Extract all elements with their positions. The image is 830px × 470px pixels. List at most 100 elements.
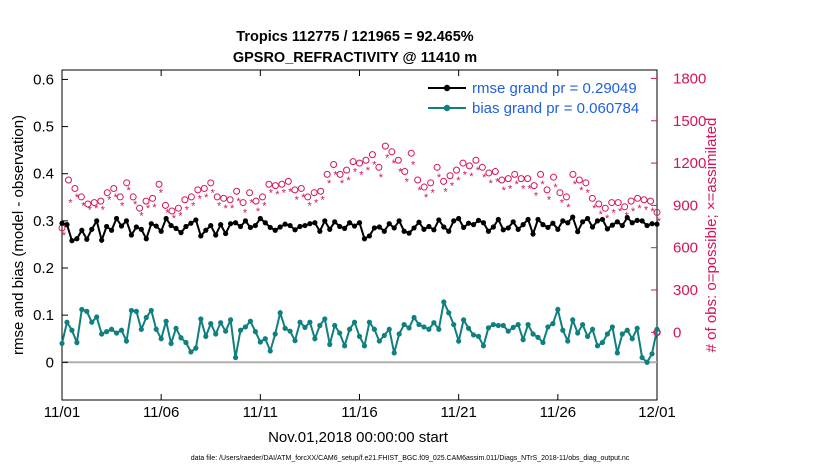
- biasSeries-point: [634, 325, 640, 331]
- rmseSeries-point: [366, 233, 373, 239]
- obs-possible-point: [465, 162, 473, 170]
- obs-assimilated-point: *: [411, 159, 416, 171]
- obs-possible-point: [155, 180, 163, 188]
- biasSeries-point: [525, 321, 531, 328]
- biasSeries-point: [113, 330, 120, 336]
- obs-assimilated-point: *: [515, 179, 520, 191]
- rmseSeries-point: [446, 228, 452, 234]
- biasSeries-point: [570, 317, 576, 323]
- obs-assimilated-point: *: [178, 210, 183, 222]
- biasSeries-point: [470, 332, 477, 338]
- biasSeries-point: [302, 324, 308, 330]
- obs-possible-point: [349, 158, 357, 166]
- rmseSeries-point: [84, 236, 90, 242]
- biasSeries-point: [386, 326, 392, 332]
- obs-possible-point: [550, 173, 558, 181]
- obs-possible-point: [116, 193, 124, 201]
- rmseSeries-point: [203, 227, 209, 233]
- obs-possible-point: [491, 168, 499, 176]
- biasSeries-point: [560, 327, 566, 333]
- obs-possible-point: [110, 184, 118, 192]
- obs-possible-point: [271, 182, 279, 190]
- rmseSeries-point: [490, 224, 496, 230]
- rmseSeries-point: [545, 224, 551, 231]
- biasSeries-point: [123, 338, 130, 344]
- obs-possible-point: [478, 163, 486, 171]
- rmseSeries-point: [153, 223, 159, 229]
- obs-possible-point: [459, 159, 467, 167]
- rmseSeries-point: [108, 227, 115, 233]
- rmseSeries-point: [89, 226, 95, 232]
- rmse-series: [59, 214, 660, 244]
- x-tick-label: 11/26: [540, 404, 576, 421]
- rmseSeries-point: [113, 215, 120, 222]
- biasSeries-point: [465, 325, 472, 331]
- rmseSeries-point: [376, 224, 382, 230]
- obs-assimilated-point: *: [450, 181, 455, 193]
- rmseSeries-point: [624, 214, 630, 221]
- legend: rmse grand pr = 0.29049 bias grand pr = …: [428, 80, 639, 117]
- obs-possible-point: [368, 151, 376, 159]
- biasSeries-point: [361, 343, 368, 349]
- biasSeries-point: [342, 343, 348, 349]
- rmseSeries-point: [163, 215, 169, 222]
- biasSeries-point: [148, 307, 154, 314]
- obs-assimilated-point: *: [107, 195, 112, 207]
- obs-possible-point: [601, 204, 609, 212]
- rmseSeries-point: [510, 219, 516, 225]
- obs-assimilated-point: *: [605, 213, 610, 225]
- obs-possible-point: [168, 207, 176, 215]
- biasSeries-point: [94, 314, 100, 320]
- biasSeries-point: [451, 321, 457, 328]
- rmseSeries-point: [94, 218, 100, 224]
- biasSeries-point: [624, 327, 630, 333]
- rmseSeries-point: [535, 216, 541, 223]
- rmseSeries-point: [351, 223, 358, 229]
- rmseSeries-point: [634, 217, 640, 223]
- biasSeries-point: [366, 319, 373, 325]
- legend-rmse: rmse grand pr = 0.29049: [472, 80, 637, 97]
- obs-possible-point: [543, 186, 551, 194]
- obs-possible-point: [252, 197, 260, 205]
- obs-assimilated-point: *: [172, 213, 177, 225]
- biasSeries-point: [138, 326, 144, 332]
- obs-possible-point: [511, 170, 519, 178]
- biasSeries-point: [565, 338, 571, 344]
- biasSeries-point: [237, 327, 244, 333]
- obs-assimilated-point: *: [346, 175, 351, 187]
- biasSeries-point: [599, 339, 606, 346]
- y-right-tick-label: 1200: [673, 155, 706, 172]
- rmseSeries-point: [436, 217, 442, 223]
- rmseSeries-point: [386, 221, 392, 227]
- obs-assimilated-point: *: [637, 203, 642, 215]
- rmseSeries-point: [242, 218, 249, 224]
- biasSeries-point: [639, 354, 645, 361]
- obs-possible-point: [265, 180, 273, 188]
- obs-possible-point: [524, 175, 532, 183]
- biasSeries-point: [297, 319, 303, 325]
- rmseSeries-point: [133, 224, 139, 230]
- obs-assimilated-point: *: [443, 186, 448, 198]
- biasSeries-point: [188, 349, 194, 355]
- rmseSeries-point: [416, 219, 422, 225]
- biasSeries-point: [490, 321, 496, 328]
- biasSeries-point: [277, 310, 283, 316]
- obs-possible-point: [621, 203, 629, 211]
- rmseSeries-point: [287, 222, 293, 229]
- obs-possible-point: [304, 193, 312, 201]
- obs-assimilated-point: *: [120, 200, 125, 212]
- rmseSeries-point: [173, 225, 179, 231]
- x-tick-label: 11/21: [440, 404, 476, 421]
- biasSeries-point: [406, 325, 412, 331]
- biasSeries-point: [535, 334, 541, 340]
- obs-assimilated-point: *: [599, 209, 604, 221]
- y-axis-label: rmse and bias (model - observation): [10, 115, 27, 355]
- obs-possible-point: [284, 177, 292, 185]
- obs-possible-point: [388, 148, 396, 156]
- biasSeries-point: [426, 326, 432, 332]
- obs-possible-point: [149, 194, 157, 202]
- obs-assimilated-point: *: [204, 192, 209, 204]
- obs-assimilated-point: *: [502, 185, 507, 197]
- biasSeries-point: [461, 317, 467, 323]
- rmseSeries-point: [237, 223, 244, 230]
